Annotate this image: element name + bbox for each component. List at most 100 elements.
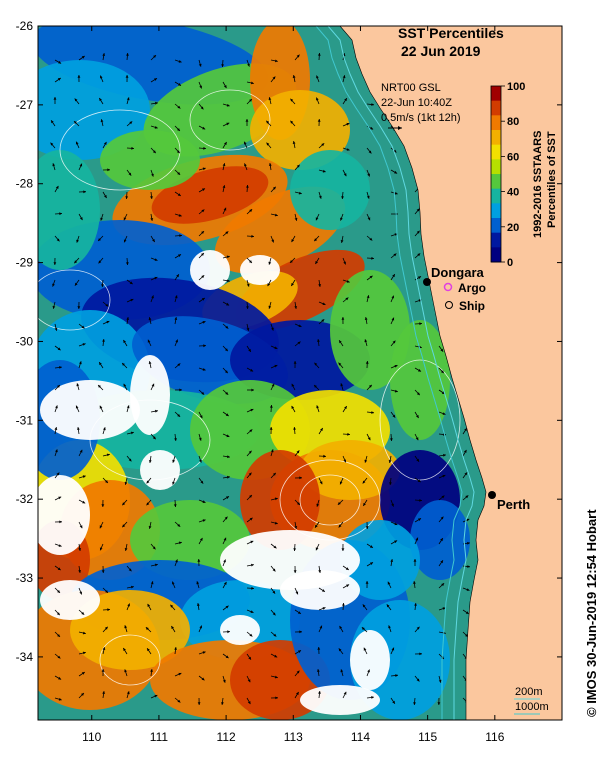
current-arrow [222,185,226,193]
current-arrow [366,696,374,699]
y-tick-label: -29 [16,256,34,270]
current-arrow [54,235,60,242]
current-arrow [318,454,327,458]
current-arrow [54,212,63,216]
current-arrow [314,362,320,369]
current-arrow [339,477,344,485]
current-arrow [198,455,202,463]
current-arrow [366,256,375,260]
current-arrow [390,253,397,259]
current-arrow [54,609,61,616]
current-arrow [462,609,470,615]
current-arrow [388,455,392,463]
isobath-1000m [315,26,463,720]
current-arrow [318,587,326,593]
current-arrow [246,301,249,310]
sst-patch [340,520,420,600]
current-arrow [122,521,128,528]
current-arrow [366,433,371,441]
current-arrow [294,323,302,328]
current-arrow [150,213,154,221]
current-arrow [126,121,133,127]
current-arrow [318,143,325,149]
current-arrow [366,191,370,199]
current-arrow [390,389,398,393]
current-arrow [54,496,62,501]
current-arrow [53,257,57,266]
current-arrow [222,345,229,352]
current-arrow [126,298,134,303]
current-arrow [390,499,394,507]
current-arrow [198,125,206,130]
current-arrow [196,581,200,589]
current-arrow [222,231,229,237]
current-arrow [267,279,272,287]
current-arrow [246,697,251,705]
current-arrow [77,301,81,310]
current-arrow [246,408,254,413]
current-arrow [270,364,278,369]
current-arrow [293,360,297,369]
current-arrow [270,345,278,350]
x-tick-label: 110 [82,730,101,744]
current-arrow [342,75,346,83]
current-arrow [54,405,58,413]
current-arrow [294,670,300,677]
sla-contour [189,89,271,151]
current-arrow [270,59,278,63]
colorbar [490,85,502,263]
current-arrow [198,167,206,171]
current-arrow [294,191,302,195]
current-arrow [437,697,441,706]
current-arrow [126,169,132,176]
current-arrow [198,230,205,237]
current-arrow [124,625,128,633]
x-tick-label: 112 [217,730,236,744]
current-arrow [173,499,177,508]
scale-arrow [388,126,402,130]
current-arrow [414,455,420,463]
current-arrow [77,427,80,435]
current-arrow [174,521,181,527]
current-arrow [146,647,152,655]
current-arrow [78,671,86,677]
current-arrow [126,691,130,699]
current-arrow [365,360,369,369]
current-arrow [342,405,348,413]
current-arrow [389,433,393,442]
current-arrow [270,449,274,457]
current-arrow [198,625,203,633]
colorbar-swatch [491,188,501,204]
y-tick-label: -30 [16,334,34,348]
sla-contour [89,399,211,481]
current-arrow [316,499,320,507]
current-arrow [294,476,303,480]
current-arrow [147,603,152,611]
sst-patch [350,600,450,720]
current-arrow [126,146,135,150]
current-arrow [313,235,320,242]
current-arrow [150,669,153,677]
current-arrow [222,81,227,89]
current-arrow [342,97,348,105]
colorbar-swatch [491,86,501,102]
current-arrow [293,543,297,552]
current-arrow [390,697,396,705]
current-arrow [198,433,202,441]
sst-patch [330,270,410,390]
current-arrow [246,81,254,85]
current-arrow [78,449,83,457]
current-arrow [78,499,86,504]
depth-200-label: 200m [515,686,543,698]
current-arrow [414,367,422,372]
current-arrow [222,255,230,259]
x-tick-label: 116 [485,730,504,744]
depth-legend: 200m 1000m [514,686,549,715]
current-arrow [150,147,157,154]
current-arrow [438,559,444,567]
current-arrow [414,537,419,545]
colorbar-swatch [491,130,501,146]
current-arrow [246,429,253,435]
current-arrow [414,322,423,326]
